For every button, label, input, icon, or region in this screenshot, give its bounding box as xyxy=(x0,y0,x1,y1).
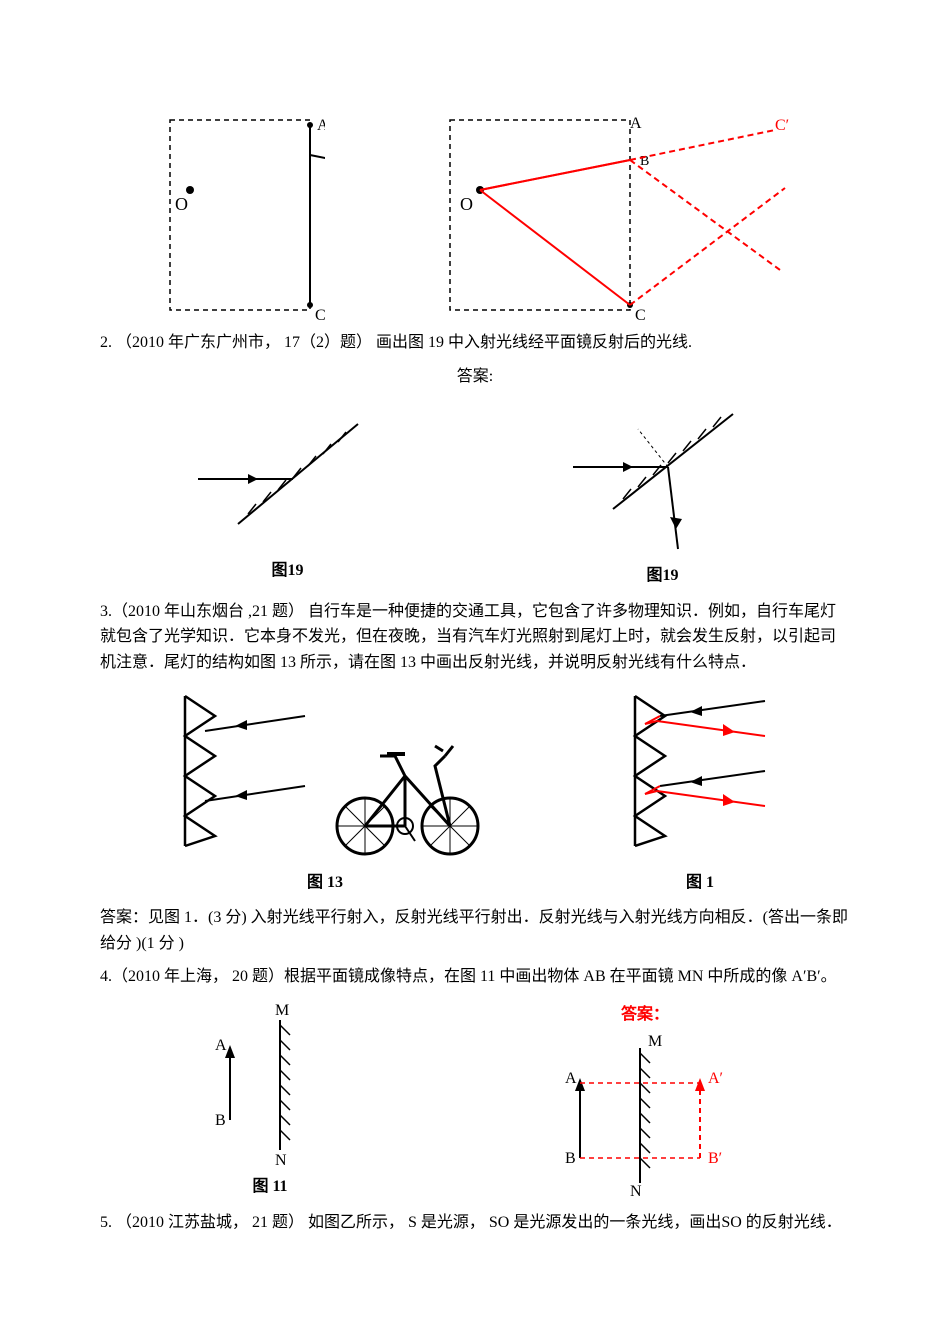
label-M2: M xyxy=(648,1033,662,1050)
q4-text: 4.（2010 年上海， 20 题）根据平面镜成像特点，在图 11 中画出物体 … xyxy=(100,964,850,990)
q4-answer-label: 答案： xyxy=(530,1002,760,1028)
q3-text: 3.（2010 年山东烟台 ,21 题） 自行车是一种便捷的交通工具，它包含了许… xyxy=(100,599,850,676)
label-O2: O xyxy=(460,194,473,214)
q4-left-figure: M N A B 图 11 xyxy=(190,1000,350,1200)
fig11-right: M N A B A′ B′ xyxy=(530,1028,760,1198)
q3-right-figure: 图 1 xyxy=(615,686,785,896)
label-A2: A xyxy=(630,115,642,132)
fig19-right xyxy=(563,399,763,559)
q4-right-figure: 答案： M N A B A′ B′ xyxy=(530,1002,760,1198)
fig19-left xyxy=(188,404,388,554)
fig-mirror-box-left: A B C O xyxy=(155,110,325,320)
q2-figure-row: 图19 图19 xyxy=(100,399,850,589)
label-A3: A xyxy=(215,1037,227,1054)
label-Cp: C′ xyxy=(775,117,789,134)
fig13-label: 图 13 xyxy=(165,870,485,896)
q2-left-figure: 图19 xyxy=(188,404,388,584)
label-N: N xyxy=(275,1152,287,1169)
label-N2: N xyxy=(630,1183,642,1198)
label-C2: C xyxy=(635,307,646,320)
top-right-figure: A B C O C′ xyxy=(435,110,795,320)
fig19-label: 图19 xyxy=(188,558,388,584)
q2-text: 2. （2010 年广东广州市， 17（2）题） 画出图 19 中入射光线经平面… xyxy=(100,330,850,356)
q4-figure-row: M N A B 图 11 答案： M N xyxy=(100,1000,850,1200)
fig19-ans-label: 图19 xyxy=(563,563,763,589)
top-left-figure: A B C O xyxy=(155,110,325,320)
label-B4: B xyxy=(565,1150,576,1167)
label-M: M xyxy=(275,1002,289,1019)
fig-mirror-box-right: A B C O C′ xyxy=(435,110,795,320)
fig11-left: M N A B xyxy=(190,1000,350,1170)
fig1-label: 图 1 xyxy=(615,870,785,896)
q2-right-figure: 图19 xyxy=(563,399,763,589)
label-A: A xyxy=(317,117,325,134)
fig11-label: 图 11 xyxy=(190,1174,350,1200)
fig1-right xyxy=(615,686,785,866)
label-A4: A xyxy=(565,1070,577,1087)
fig13-left xyxy=(165,686,485,866)
label-C: C xyxy=(315,307,325,320)
q3-figure-row: 图 13 图 1 xyxy=(100,686,850,896)
q5-text: 5. （2010 江苏盐城， 21 题） 如图乙所示， S 是光源， SO 是光… xyxy=(100,1210,850,1236)
q3-answer: 答案：见图 1．(3 分) 入射光线平行射入，反射光线平行射出．反射光线与入射光… xyxy=(100,905,850,956)
label-Bp: B′ xyxy=(708,1150,722,1167)
top-figure-row: A B C O A B C O xyxy=(100,110,850,320)
q3-left-figure: 图 13 xyxy=(165,686,485,896)
label-Ap: A′ xyxy=(708,1070,723,1087)
label-O: O xyxy=(175,194,188,214)
label-B3: B xyxy=(215,1112,226,1129)
q2-answer-label: 答案: xyxy=(100,364,850,390)
